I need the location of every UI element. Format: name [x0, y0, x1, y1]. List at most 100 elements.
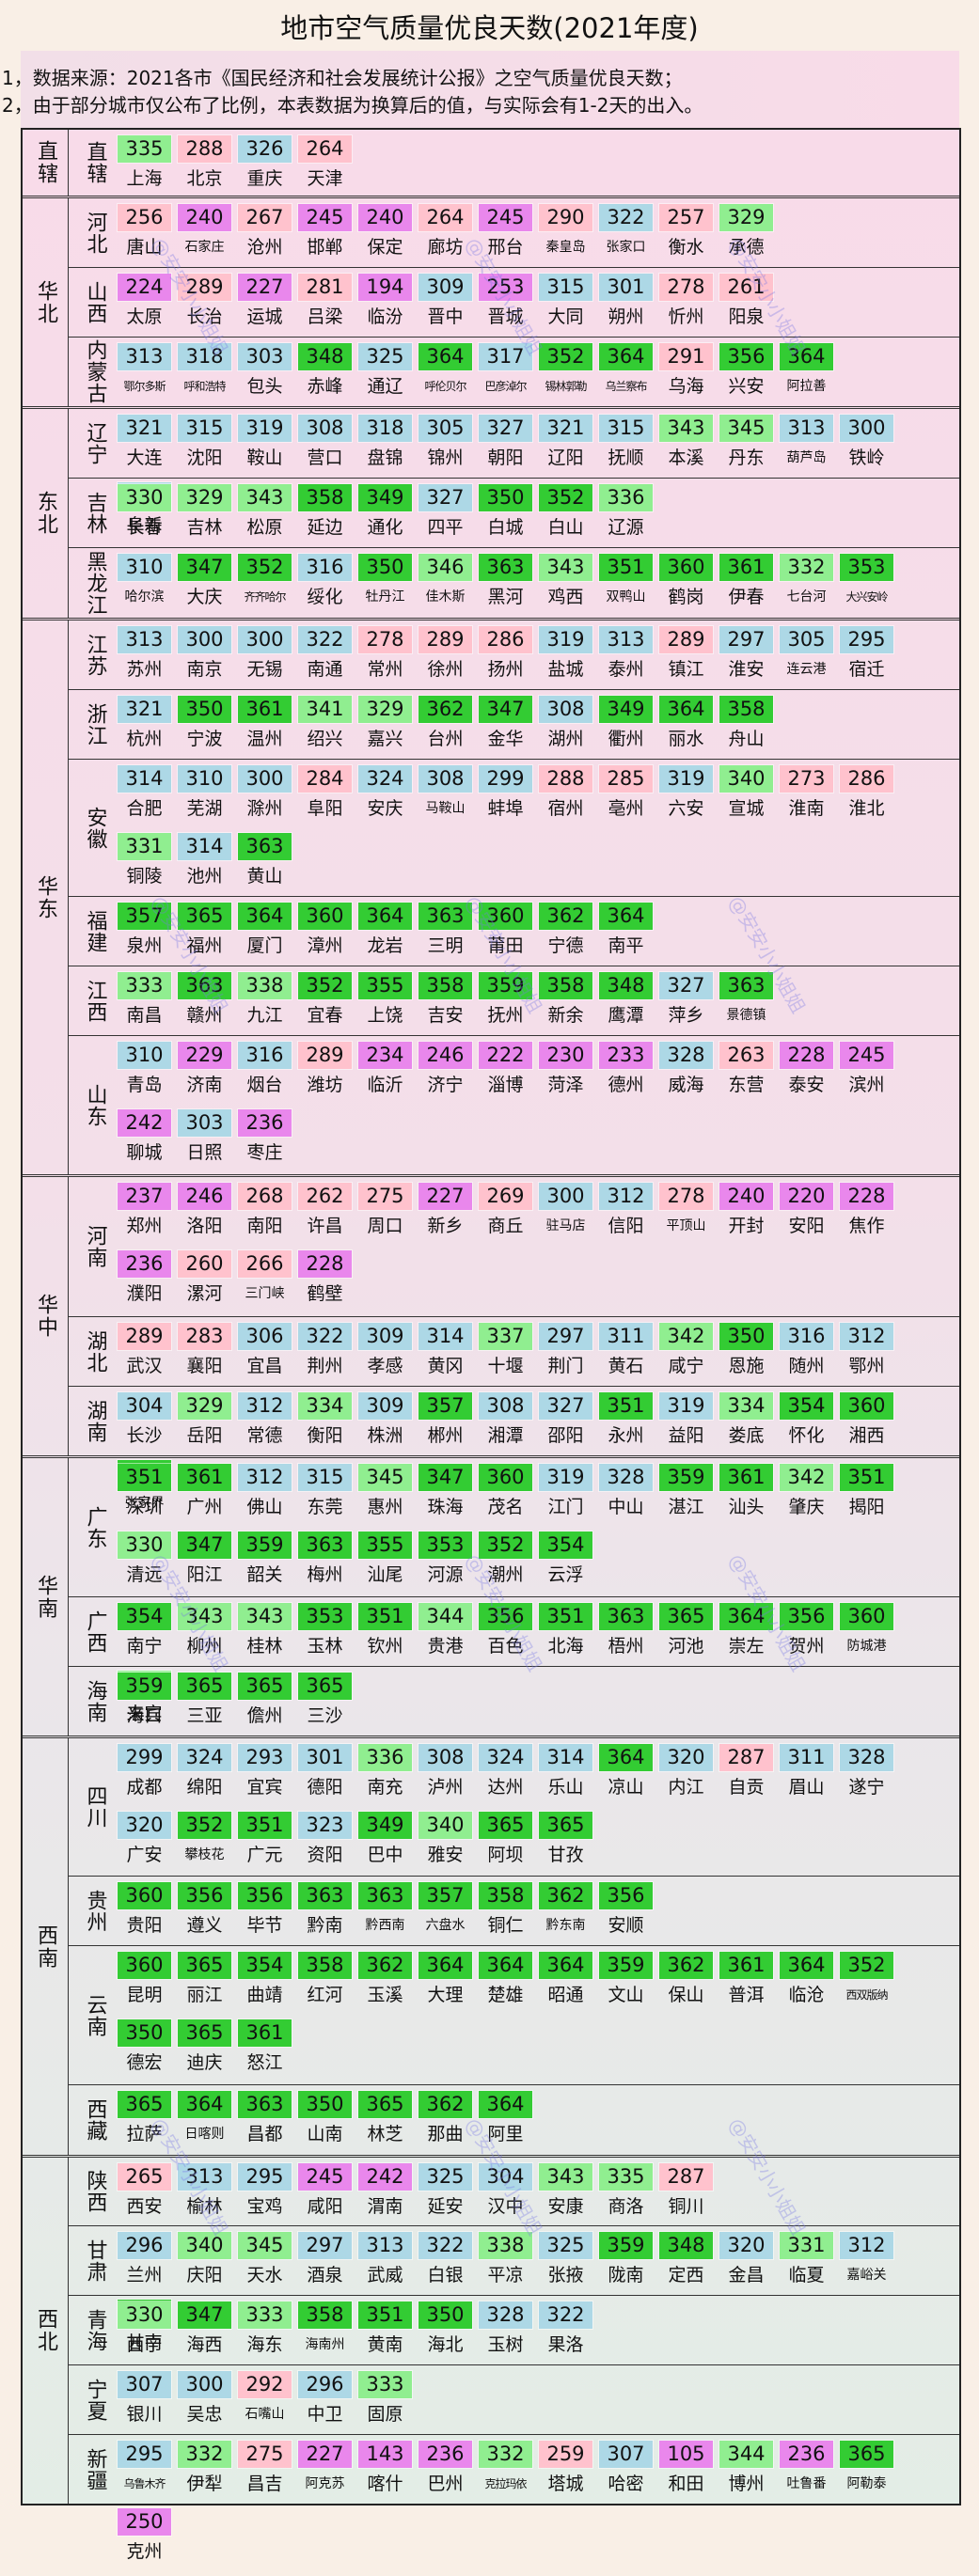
city-cell: 351 双鸭山	[599, 554, 659, 621]
city-name: 肇庆	[788, 1497, 825, 1517]
city-name: 德阳	[307, 1777, 343, 1798]
aqi-days-value: 352	[178, 1812, 231, 1839]
aqi-days-value: 315	[298, 1464, 352, 1491]
city-name: 防城港	[846, 1639, 887, 1654]
aqi-days-value: 321	[539, 415, 592, 442]
aqi-days-value: 364	[539, 1952, 592, 1979]
city-name: 宁波	[186, 729, 223, 749]
city-name: 白城	[487, 517, 524, 538]
aqi-days-value: 365	[298, 1673, 352, 1700]
city-name: 鹤壁	[307, 1283, 343, 1304]
aqi-days-value: 299	[479, 765, 532, 793]
aqi-days-value: 360	[479, 903, 532, 930]
city-name: 三门峡	[245, 1286, 285, 1301]
aqi-days-value: 361	[238, 696, 292, 723]
province-label: 河北	[83, 211, 107, 255]
city-cells: 296 兰州 340 庆阳 345 天水 297 酒泉 313 武威 322 白银 338 平凉 325 张掖…	[116, 2226, 959, 2353]
city-name: 嘉峪关	[846, 2268, 887, 2283]
city-cell: 327 四平	[418, 484, 479, 552]
city-cell: 324 安庆	[358, 765, 418, 833]
region-label: 西北	[23, 2158, 69, 2504]
province-row: 广西 354 南宁 343 柳州 343 桂林 353 玉林 351 钦州 344 贵港 356 百色 351…	[69, 1596, 959, 1724]
city-name: 贺州	[788, 1636, 825, 1657]
city-name: 贵港	[427, 1636, 464, 1657]
province-row: 黑龙江 310 哈尔滨 347 大庆 352 齐齐哈尔 316 绥化 350 牡丹江 346 佳木斯 36…	[69, 547, 959, 618]
aqi-days-value: 322	[298, 1323, 352, 1350]
city-cell: 291 乌海	[659, 343, 719, 411]
aqi-days-value: 310	[178, 765, 231, 793]
city-name: 河池	[668, 1636, 704, 1657]
aqi-days-value: 233	[599, 1042, 653, 1069]
city-name: 龙岩	[367, 935, 403, 956]
city-cell: 358 延边	[298, 484, 358, 552]
city-name: 铁岭	[848, 448, 885, 468]
city-cell: 289 武汉	[118, 1323, 178, 1390]
city-cell: 360 莆田	[479, 903, 539, 970]
city-cell: 278 忻州	[659, 274, 719, 341]
aqi-days-value: 300	[840, 415, 893, 442]
city-cell: 354 怀化	[780, 1392, 840, 1460]
city-cell: 352 白山	[539, 484, 599, 552]
city-cell: 358 红河	[298, 1952, 358, 2019]
province-row: 吉林 330 长春 329 吉林 343 松原 358 延边 349 通化 327 四平 350 白城 352…	[69, 478, 959, 547]
city-name: 石嘴山	[245, 2407, 285, 2422]
city-cell: 345 惠州	[358, 1464, 418, 1531]
city-cell: 364 乌兰察布	[599, 343, 659, 411]
city-name: 大庆	[186, 587, 223, 607]
city-cell: 347 珠海	[418, 1464, 479, 1531]
city-cell: 350 山南	[298, 2091, 358, 2159]
city-name: 衡阳	[307, 1425, 343, 1446]
region-block: 直辖 直辖 335 上海 288 北京 326 重庆 264 天津	[23, 130, 959, 196]
city-cells: 304 长沙 329 岳阳 312 常德 334 衡阳 309 株洲 357 郴州 308 湘潭 327 邵阳…	[116, 1387, 959, 1511]
city-cells: 354 南宁 343 柳州 343 桂林 353 玉林 351 钦州 344 贵港 356 百色 351 北海…	[116, 1597, 959, 1724]
aqi-days-value: 224	[118, 274, 171, 301]
city-cell: 354 南宁	[118, 1603, 178, 1671]
city-cell: 360 湘西	[840, 1392, 900, 1460]
aqi-days-value: 363	[719, 972, 773, 999]
city-cells: 313 鄂尔多斯 318 呼和浩特 303 包头 348 赤峰 325 通辽 364 呼伦贝尔 317 巴…	[116, 338, 959, 406]
aqi-days-value: 300	[238, 765, 292, 793]
city-name: 临沂	[367, 1075, 403, 1095]
aqi-days-value: 348	[599, 972, 653, 999]
aqi-days-value: 349	[599, 696, 653, 723]
aqi-days-value: 365	[358, 2091, 412, 2118]
city-name: 丹东	[728, 448, 765, 468]
aqi-days-value: 301	[599, 274, 653, 301]
city-cell: 361 伊春	[719, 554, 780, 621]
aqi-days-value: 343	[238, 484, 292, 511]
aqi-days-value: 308	[418, 765, 472, 793]
city-cell: 237 郑州	[118, 1183, 178, 1250]
city-cell: 289 徐州	[418, 626, 479, 694]
city-cell: 290 秦皇岛	[539, 204, 599, 272]
city-cell: 360 茂名	[479, 1464, 539, 1531]
city-name: 安顺	[608, 1915, 644, 1936]
aqi-days-value: 364	[599, 1744, 653, 1771]
city-cell: 334 衡阳	[298, 1392, 358, 1460]
city-name: 保定	[367, 237, 403, 258]
city-name: 鞍山	[246, 448, 283, 468]
aqi-days-value: 325	[418, 2163, 472, 2191]
city-cell: 328 玉树	[479, 2301, 539, 2369]
city-name: 池州	[186, 866, 223, 887]
city-name: 七台河	[786, 589, 827, 605]
aqi-days-value: 335	[118, 135, 171, 163]
aqi-days-value: 324	[358, 765, 412, 793]
aqi-days-value: 300	[539, 1183, 592, 1210]
city-cell: 300 吴忠	[178, 2371, 238, 2439]
province-row: 西藏 365 拉萨 364 日喀则 363 昌都 350 山南 365 林芝 362 那曲 364 阿里	[69, 2084, 959, 2155]
city-name: 茂名	[487, 1497, 524, 1517]
aqi-days-value: 310	[118, 554, 171, 581]
aqi-days-value: 331	[780, 2232, 833, 2259]
city-name: 安康	[547, 2196, 584, 2217]
city-cell: 343 本溪	[659, 415, 719, 482]
city-cell: 317 巴彦淖尔	[479, 343, 539, 411]
city-cell: 361 温州	[238, 696, 298, 763]
aqi-days-value: 363	[238, 2091, 292, 2118]
province-label: 云南	[83, 1993, 107, 2037]
city-cell: 363 三明	[418, 903, 479, 970]
aqi-days-value: 356	[178, 1882, 231, 1909]
aqi-days-value: 227	[238, 274, 292, 301]
city-cell: 361 广州	[178, 1464, 238, 1531]
city-name: 泰州	[608, 659, 644, 680]
city-name: 三明	[427, 935, 464, 956]
